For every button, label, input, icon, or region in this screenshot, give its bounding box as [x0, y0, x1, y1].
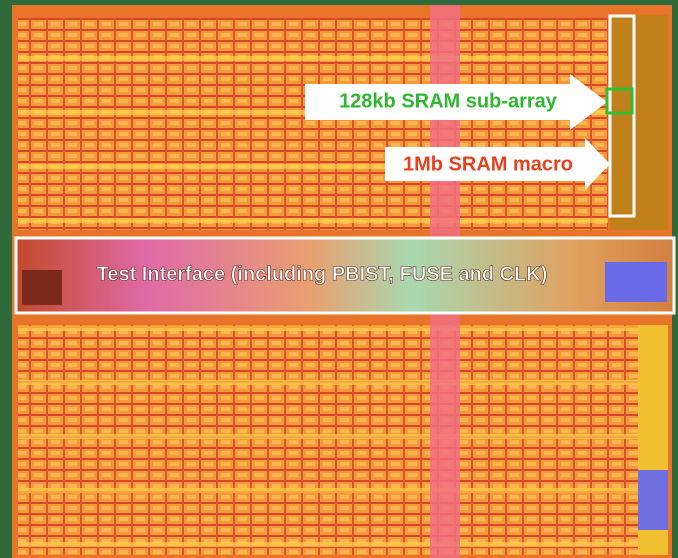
block — [22, 270, 62, 305]
die-photo: Test Interface (including PBIST, FUSE an… — [0, 0, 678, 558]
blue-block — [638, 470, 668, 530]
right-column — [610, 15, 668, 230]
blue-block — [605, 262, 667, 302]
sram-top-bands — [18, 18, 608, 230]
test-interface-label: Test Interface (including PBIST, FUSE an… — [97, 263, 548, 285]
macro-label: 1Mb SRAM macro — [403, 153, 573, 175]
sram-bottom-bands — [18, 325, 638, 555]
sub-array-label: 128kb SRAM sub-array — [339, 90, 558, 112]
